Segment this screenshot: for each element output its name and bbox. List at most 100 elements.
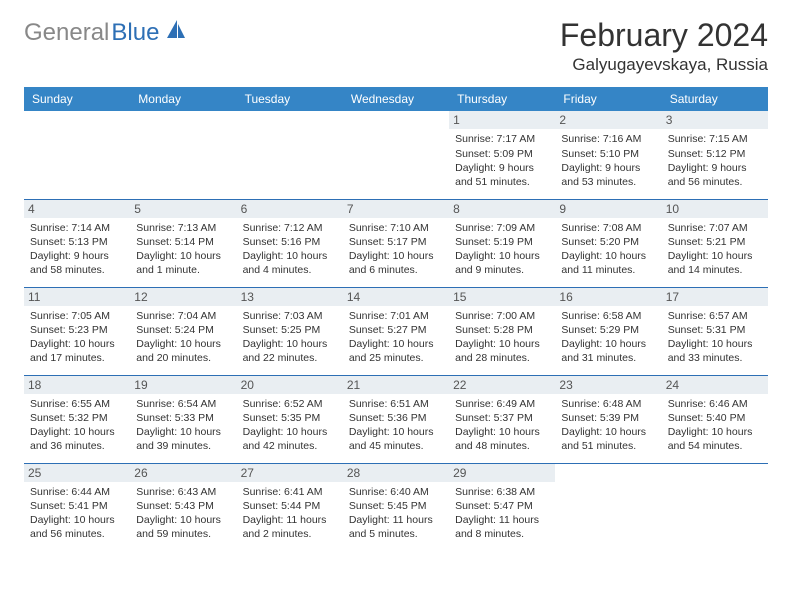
day-number: 13 xyxy=(237,288,343,306)
daylight-line: Daylight: 9 hours and 58 minutes. xyxy=(30,249,124,277)
sunset-line: Sunset: 5:29 PM xyxy=(561,323,655,337)
daylight-line: Daylight: 10 hours and 28 minutes. xyxy=(455,337,549,365)
calendar-cell: 14Sunrise: 7:01 AMSunset: 5:27 PMDayligh… xyxy=(343,287,449,375)
sunrise-line: Sunrise: 6:51 AM xyxy=(349,397,443,411)
daylight-line: Daylight: 10 hours and 56 minutes. xyxy=(30,513,124,541)
daylight-line: Daylight: 9 hours and 53 minutes. xyxy=(561,161,655,189)
sunset-line: Sunset: 5:43 PM xyxy=(136,499,230,513)
sunset-line: Sunset: 5:21 PM xyxy=(668,235,762,249)
sunrise-line: Sunrise: 6:54 AM xyxy=(136,397,230,411)
calendar-cell: 19Sunrise: 6:54 AMSunset: 5:33 PMDayligh… xyxy=(130,375,236,463)
day-number: 18 xyxy=(24,376,130,394)
sunrise-line: Sunrise: 7:14 AM xyxy=(30,221,124,235)
day-number: 28 xyxy=(343,464,449,482)
day-number xyxy=(24,111,130,113)
daylight-line: Daylight: 10 hours and 36 minutes. xyxy=(30,425,124,453)
day-number: 20 xyxy=(237,376,343,394)
daylight-line: Daylight: 10 hours and 39 minutes. xyxy=(136,425,230,453)
calendar-row: 11Sunrise: 7:05 AMSunset: 5:23 PMDayligh… xyxy=(24,287,768,375)
sunset-line: Sunset: 5:32 PM xyxy=(30,411,124,425)
calendar-row: 18Sunrise: 6:55 AMSunset: 5:32 PMDayligh… xyxy=(24,375,768,463)
calendar-cell: 24Sunrise: 6:46 AMSunset: 5:40 PMDayligh… xyxy=(662,375,768,463)
brand-part1: General xyxy=(24,19,109,47)
day-number xyxy=(237,111,343,113)
calendar-cell: 15 Sunrise: 7:00 AMSunset: 5:28 PMDayligh… xyxy=(449,287,555,375)
sunrise-line: Sunrise: 6:40 AM xyxy=(349,485,443,499)
sunrise-line: Sunrise: 6:55 AM xyxy=(30,397,124,411)
sunrise-line: Sunrise: 7:04 AM xyxy=(136,309,230,323)
calendar-cell: 3Sunrise: 7:15 AMSunset: 5:12 PMDaylight… xyxy=(662,111,768,199)
calendar-cell xyxy=(237,111,343,199)
day-number: 9 xyxy=(555,200,661,218)
calendar-cell xyxy=(555,463,661,551)
daylight-line: Daylight: 10 hours and 1 minute. xyxy=(136,249,230,277)
daylight-line: Daylight: 10 hours and 4 minutes. xyxy=(243,249,337,277)
calendar-cell: 6Sunrise: 7:12 AMSunset: 5:16 PMDaylight… xyxy=(237,199,343,287)
calendar-cell: 18 Sunrise: 6:55 AMSunset: 5:32 PMDayligh… xyxy=(24,375,130,463)
sunset-line: Sunset: 5:23 PM xyxy=(30,323,124,337)
sunrise-line: Sunrise: 6:46 AM xyxy=(668,397,762,411)
calendar-cell: 16Sunrise: 6:58 AMSunset: 5:29 PMDayligh… xyxy=(555,287,661,375)
day-number xyxy=(343,111,449,113)
calendar-cell: 8Sunrise: 7:09 AMSunset: 5:19 PMDaylight… xyxy=(449,199,555,287)
daylight-line: Daylight: 9 hours and 56 minutes. xyxy=(668,161,762,189)
sunset-line: Sunset: 5:47 PM xyxy=(455,499,549,513)
day-number: 15 xyxy=(449,288,555,306)
calendar-cell: 27Sunrise: 6:41 AMSunset: 5:44 PMDayligh… xyxy=(237,463,343,551)
daylight-line: Daylight: 11 hours and 5 minutes. xyxy=(349,513,443,541)
sunset-line: Sunset: 5:28 PM xyxy=(455,323,549,337)
sunrise-line: Sunrise: 6:57 AM xyxy=(668,309,762,323)
daylight-line: Daylight: 10 hours and 20 minutes. xyxy=(136,337,230,365)
day-number xyxy=(555,464,661,466)
calendar-cell: 22Sunrise: 6:49 AMSunset: 5:37 PMDayligh… xyxy=(449,375,555,463)
sunset-line: Sunset: 5:09 PM xyxy=(455,147,549,161)
sunrise-line: Sunrise: 7:07 AM xyxy=(668,221,762,235)
sunrise-line: Sunrise: 7:05 AM xyxy=(30,309,124,323)
day-number: 3 xyxy=(662,111,768,129)
daylight-line: Daylight: 10 hours and 33 minutes. xyxy=(668,337,762,365)
month-title: February 2024 xyxy=(560,18,768,53)
sunrise-line: Sunrise: 6:41 AM xyxy=(243,485,337,499)
sunset-line: Sunset: 5:16 PM xyxy=(243,235,337,249)
day-header: Sunday xyxy=(24,87,130,111)
sunset-line: Sunset: 5:10 PM xyxy=(561,147,655,161)
day-number: 25 xyxy=(24,464,130,482)
calendar-cell: 28 Sunrise: 6:40 AMSunset: 5:45 PMDayligh… xyxy=(343,463,449,551)
sunrise-line: Sunrise: 7:00 AM xyxy=(455,309,549,323)
day-number: 24 xyxy=(662,376,768,394)
calendar-cell: 23Sunrise: 6:48 AMSunset: 5:39 PMDayligh… xyxy=(555,375,661,463)
sunset-line: Sunset: 5:35 PM xyxy=(243,411,337,425)
daylight-line: Daylight: 10 hours and 54 minutes. xyxy=(668,425,762,453)
day-header: Tuesday xyxy=(237,87,343,111)
sail-icon xyxy=(165,18,187,45)
day-number: 23 xyxy=(555,376,661,394)
calendar-cell: 7Sunrise: 7:10 AMSunset: 5:17 PMDaylight… xyxy=(343,199,449,287)
sunset-line: Sunset: 5:27 PM xyxy=(349,323,443,337)
calendar-cell: 11Sunrise: 7:05 AMSunset: 5:23 PMDayligh… xyxy=(24,287,130,375)
sunset-line: Sunset: 5:31 PM xyxy=(668,323,762,337)
daylight-line: Daylight: 10 hours and 14 minutes. xyxy=(668,249,762,277)
day-number: 21 xyxy=(343,376,449,394)
sunset-line: Sunset: 5:45 PM xyxy=(349,499,443,513)
day-number: 1 xyxy=(449,111,555,129)
calendar-cell: 13Sunrise: 7:03 AMSunset: 5:25 PMDayligh… xyxy=(237,287,343,375)
sunset-line: Sunset: 5:17 PM xyxy=(349,235,443,249)
daylight-line: Daylight: 10 hours and 6 minutes. xyxy=(349,249,443,277)
brand-logo: General Blue xyxy=(24,18,187,47)
calendar-row: 25Sunrise: 6:44 AMSunset: 5:41 PMDayligh… xyxy=(24,463,768,551)
calendar-cell xyxy=(130,111,236,199)
page-header: General Blue February 2024 Galyugayevska… xyxy=(24,18,768,75)
calendar-cell xyxy=(662,463,768,551)
sunrise-line: Sunrise: 6:44 AM xyxy=(30,485,124,499)
calendar-cell: 4Sunrise: 7:14 AMSunset: 5:13 PMDaylight… xyxy=(24,199,130,287)
sunrise-line: Sunrise: 6:48 AM xyxy=(561,397,655,411)
daylight-line: Daylight: 10 hours and 59 minutes. xyxy=(136,513,230,541)
day-number: 26 xyxy=(130,464,236,482)
day-header: Thursday xyxy=(449,87,555,111)
day-number: 4 xyxy=(24,200,130,218)
day-number xyxy=(130,111,236,113)
day-number: 6 xyxy=(237,200,343,218)
sunrise-line: Sunrise: 6:43 AM xyxy=(136,485,230,499)
sunrise-line: Sunrise: 7:17 AM xyxy=(455,132,549,146)
day-header: Friday xyxy=(555,87,661,111)
